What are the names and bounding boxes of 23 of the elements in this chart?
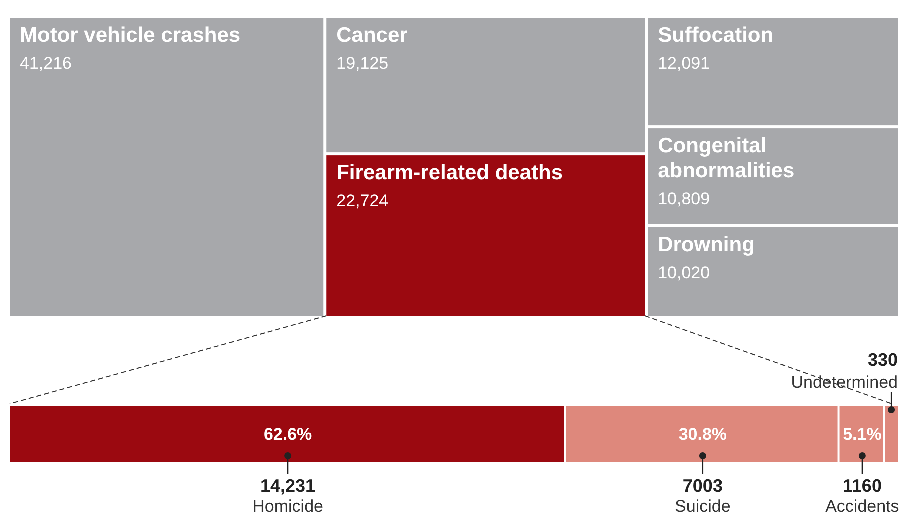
category-label: Suffocation bbox=[658, 24, 774, 47]
annotation: 5.1% bbox=[843, 425, 882, 444]
text: Homicide bbox=[252, 497, 324, 516]
data-label: 330 bbox=[868, 350, 898, 370]
data-label: 12,091 bbox=[658, 54, 710, 73]
series-label: Undetermined bbox=[791, 373, 898, 392]
text: Suicide bbox=[675, 497, 731, 516]
data-label: 22,724 bbox=[336, 192, 389, 211]
data-label: 41,216 bbox=[20, 54, 72, 73]
data-label: 7003 bbox=[682, 476, 723, 496]
data-label: 19,125 bbox=[336, 54, 389, 73]
category-label: Congenital abnormalities bbox=[658, 134, 795, 183]
category-label: Motor vehicle crashes bbox=[20, 24, 241, 47]
category-label: Firearm-related deaths bbox=[336, 162, 564, 185]
data-label: 14,231 bbox=[260, 476, 316, 496]
annotation: 62.6% bbox=[264, 425, 312, 444]
category-label: Drowning bbox=[658, 233, 755, 256]
data-label: 10,809 bbox=[658, 190, 710, 209]
category-label: Cancer bbox=[336, 24, 408, 47]
text: Accidents bbox=[826, 497, 899, 516]
annotation: 30.8% bbox=[678, 425, 728, 444]
data-label: 1160 bbox=[842, 476, 882, 496]
data-label: 10,020 bbox=[658, 263, 710, 282]
